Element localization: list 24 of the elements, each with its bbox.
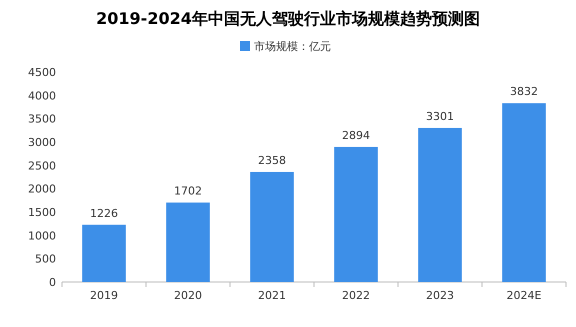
y-tick-label: 1500 — [28, 206, 56, 219]
data-label: 2894 — [342, 128, 370, 142]
y-tick-label: 0 — [49, 276, 56, 289]
x-tick-label: 2022 — [342, 289, 370, 302]
x-tick-label: 2023 — [426, 289, 454, 302]
x-tick-label: 2021 — [258, 289, 286, 302]
y-tick-label: 3000 — [28, 136, 56, 149]
x-tick-label: 2020 — [174, 289, 202, 302]
data-label: 1702 — [174, 184, 202, 198]
y-tick-label: 4000 — [28, 89, 56, 102]
legend-label: 市场规模：亿元 — [254, 40, 331, 53]
data-label: 3301 — [426, 110, 454, 123]
x-tick-label: 2019 — [90, 289, 118, 302]
data-label: 3832 — [510, 85, 538, 98]
data-label: 2358 — [258, 154, 286, 167]
chart-title: 2019-2024年中国无人驾驶行业市场规模趋势预测图 — [96, 9, 480, 28]
x-tick-label: 2024E — [506, 289, 542, 302]
data-label: 1226 — [90, 206, 118, 220]
y-tick-label: 1000 — [28, 229, 56, 242]
y-tick-label: 3500 — [28, 112, 56, 126]
y-tick-label: 2500 — [28, 159, 56, 172]
y-tick-label: 2000 — [28, 182, 56, 196]
y-tick-label: 4500 — [28, 66, 56, 79]
y-tick-label: 500 — [35, 252, 56, 266]
